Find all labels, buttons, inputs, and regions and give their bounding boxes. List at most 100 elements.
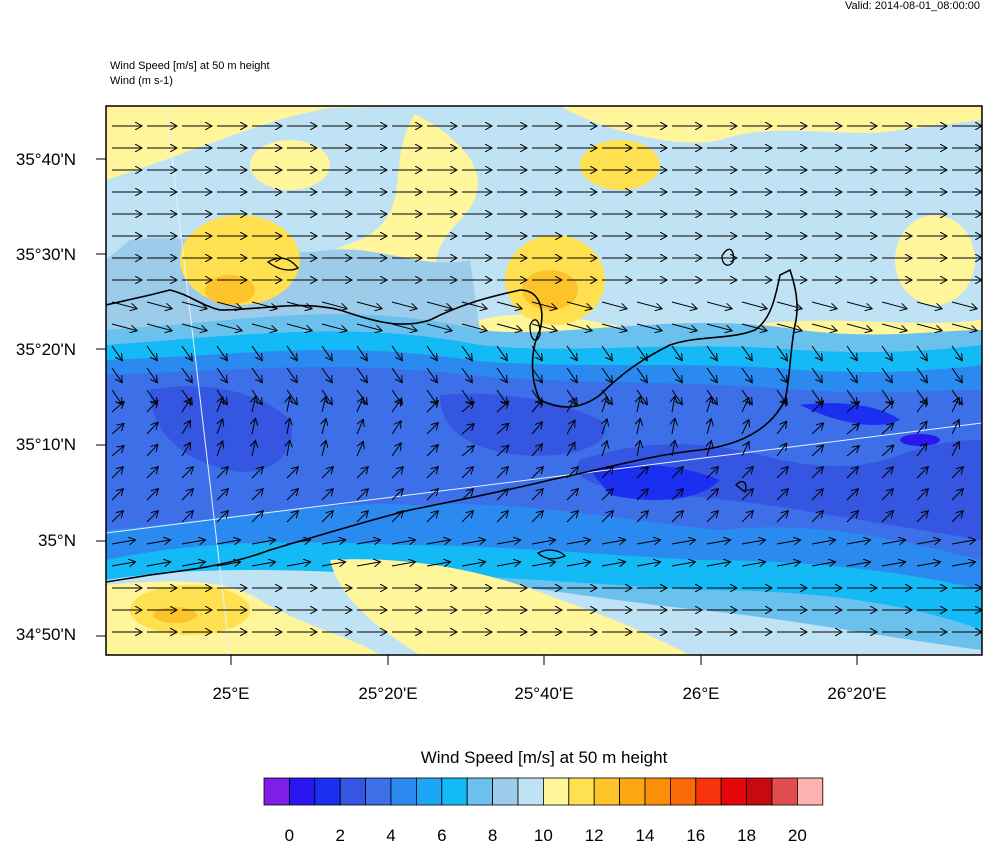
wind-arrow [426, 345, 437, 361]
wind-arrow [601, 345, 612, 361]
wind-arrow [951, 489, 963, 501]
wind-arrow [216, 323, 242, 331]
wind-arrow [916, 443, 927, 457]
wind-arrow [321, 540, 346, 544]
wind-arrow [776, 443, 787, 457]
wind-arrow [251, 489, 263, 501]
wind-arrow [846, 367, 857, 383]
wind-arrow [776, 421, 787, 435]
wind-arrow [916, 301, 942, 309]
wind-arrow [601, 367, 612, 383]
wind-arrow [531, 422, 542, 435]
wind-arrow [601, 540, 626, 544]
wind-arrow [776, 345, 787, 361]
wind-arrow [811, 367, 822, 383]
wind-arrow [916, 489, 928, 501]
colorbar-swatch [415, 777, 443, 806]
wind-arrow [286, 345, 297, 361]
wind-arrow [461, 562, 486, 566]
wind-arrow [321, 323, 347, 331]
colorbar-label: 16 [686, 826, 706, 845]
colorbar-swatch [339, 777, 367, 806]
wind-arrow [251, 301, 277, 309]
wind-arrow [356, 345, 367, 361]
wind-arrow [916, 323, 942, 331]
wind-arrow [111, 345, 122, 361]
wind-arrow [321, 345, 332, 361]
wind-arrow [531, 323, 557, 331]
wind-arrow [881, 401, 894, 413]
wind-arrow [356, 367, 367, 383]
wind-arrow [951, 420, 959, 435]
wind-arrow [741, 345, 752, 361]
wind-arrow [322, 441, 326, 457]
wind-arrow [741, 367, 752, 383]
wind-arrow [846, 345, 857, 361]
wind-arrow [601, 301, 627, 309]
wind-arrow [286, 511, 298, 523]
colorbar-swatch [593, 777, 621, 806]
wind-arrow [217, 397, 223, 413]
wind-arrow [496, 367, 507, 383]
colorbar-swatch [543, 777, 570, 806]
wind-arrow [811, 401, 824, 413]
wind-arrow [566, 489, 578, 501]
wind-arrow [426, 511, 438, 523]
wind-arrow [391, 399, 401, 413]
colorbar-label: 4 [386, 826, 396, 845]
plot-title: Wind Speed [m/s] at 50 m height [110, 60, 270, 72]
wind-arrow [671, 301, 697, 309]
wind-arrow [496, 401, 509, 413]
wind-arrow [846, 402, 859, 413]
wind-arrow [496, 345, 507, 361]
wind-arrow [286, 301, 312, 309]
wind-arrow [811, 562, 836, 566]
wind-arrow [706, 511, 718, 523]
wind-arrow [671, 562, 696, 566]
wind-arrow [811, 423, 824, 435]
wind-arrow [461, 301, 487, 309]
colorbar-swatch [441, 777, 468, 806]
wind-arrow [881, 511, 893, 523]
wind-arrow [461, 446, 474, 457]
wind-arrow [391, 345, 402, 361]
wind-arrow [566, 442, 575, 457]
wind-arrow [916, 562, 941, 566]
wind-arrow [286, 489, 298, 501]
wind-arrow [916, 511, 928, 523]
wind-arrow [706, 367, 717, 383]
colorbar-label: 0 [284, 826, 295, 845]
plot-frame [105, 105, 983, 656]
wind-arrow [776, 367, 787, 383]
plot-subtitle: Wind (m s-1) [110, 75, 173, 87]
wind-arrow [776, 301, 802, 309]
wind-arrow [601, 562, 626, 566]
wind-arrow [321, 301, 347, 309]
wind-arrow [216, 367, 227, 383]
wind-arrow [496, 489, 508, 501]
wind-arrow [951, 398, 959, 413]
wind-arrow [181, 323, 207, 331]
wind-arrow [286, 562, 311, 566]
lat-label-2: 35°30'N [15, 245, 76, 264]
wind-arrow [741, 398, 749, 413]
colorbar-swatch [771, 777, 798, 806]
wind-arrow [531, 540, 556, 544]
colorbar-swatch [720, 777, 748, 806]
wind-arrow [741, 442, 749, 457]
colorbar-swatch [466, 777, 494, 806]
wind-arrow [637, 396, 640, 413]
wind-arrow [741, 301, 767, 309]
wind-arrow [881, 467, 893, 479]
lat-label-6: 34°50'N [15, 625, 76, 644]
wind-arrow [672, 440, 675, 457]
colorbar-swatch [568, 777, 595, 806]
wind-arrow [951, 367, 962, 383]
wind-arrow [391, 467, 403, 479]
wind-arrow [287, 418, 290, 435]
wind-arrow [286, 467, 298, 479]
wind-arrow [566, 467, 578, 479]
wind-arrow [181, 511, 193, 523]
wind-arrows [111, 126, 982, 632]
colorbar [263, 777, 824, 806]
